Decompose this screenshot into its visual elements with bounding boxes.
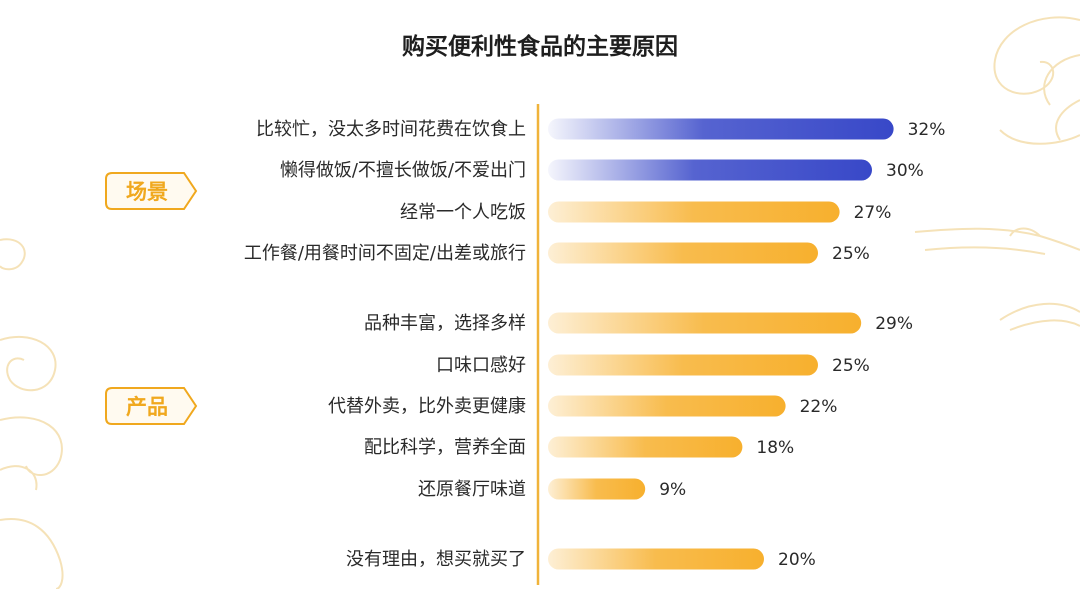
bar <box>548 395 786 417</box>
category-label: 工作餐/用餐时间不固定/出差或旅行 <box>244 243 526 264</box>
category-label: 没有理由，想买就买了 <box>346 549 526 570</box>
group-label: 产品 <box>126 395 168 419</box>
value-label: 22% <box>800 397 838 417</box>
value-label: 25% <box>832 244 870 264</box>
bar <box>548 354 818 376</box>
value-label: 18% <box>756 438 794 458</box>
bar <box>548 242 818 264</box>
value-label: 25% <box>832 356 870 376</box>
value-label: 32% <box>908 120 946 140</box>
group-tag <box>105 387 198 425</box>
bar <box>548 118 894 140</box>
chart-title: 购买便利性食品的主要原因 <box>402 33 678 60</box>
bar <box>548 312 862 334</box>
category-label: 还原餐厅味道 <box>418 479 526 500</box>
group-tag <box>105 172 198 210</box>
category-label: 经常一个人吃饭 <box>400 202 526 223</box>
bar <box>548 548 764 570</box>
bar <box>548 436 743 458</box>
category-label: 配比科学，营养全面 <box>364 437 526 458</box>
value-label: 27% <box>854 203 892 223</box>
category-label: 口味口感好 <box>436 355 526 376</box>
category-label: 代替外卖，比外卖更健康 <box>328 396 526 417</box>
bar <box>548 201 840 223</box>
group-label: 场景 <box>126 180 168 204</box>
value-label: 9% <box>659 480 686 500</box>
bar <box>548 478 646 500</box>
value-label: 30% <box>886 161 924 181</box>
wave-decoration-icon <box>914 227 1080 255</box>
cloud-decoration-icon <box>0 238 64 589</box>
cloud-decoration-icon <box>993 16 1080 145</box>
value-label: 29% <box>875 314 913 334</box>
category-label: 品种丰富，选择多样 <box>364 313 526 334</box>
category-label: 比较忙，没太多时间花费在饮食上 <box>256 119 526 140</box>
bar <box>548 159 872 181</box>
value-label: 20% <box>778 550 816 570</box>
category-label: 懒得做饭/不擅长做饭/不爱出门 <box>280 160 526 181</box>
